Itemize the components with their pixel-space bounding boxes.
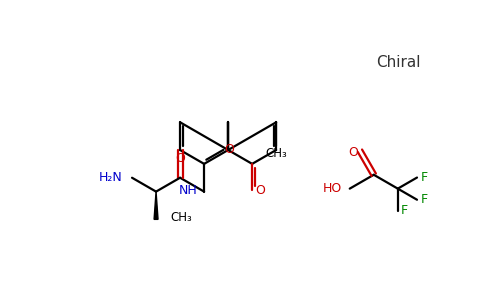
Text: NH: NH xyxy=(179,184,197,197)
Text: O: O xyxy=(175,152,185,165)
Text: F: F xyxy=(421,193,427,206)
Text: CH₃: CH₃ xyxy=(170,211,192,224)
Text: F: F xyxy=(401,204,408,217)
Text: HO: HO xyxy=(322,182,342,195)
Text: H₂N: H₂N xyxy=(98,171,122,184)
Text: CH₃: CH₃ xyxy=(265,147,287,160)
Text: F: F xyxy=(421,171,427,184)
Text: O: O xyxy=(255,184,265,197)
Text: Chiral: Chiral xyxy=(376,55,421,70)
Text: O: O xyxy=(224,142,234,155)
Text: O: O xyxy=(348,146,358,159)
Polygon shape xyxy=(154,192,158,219)
